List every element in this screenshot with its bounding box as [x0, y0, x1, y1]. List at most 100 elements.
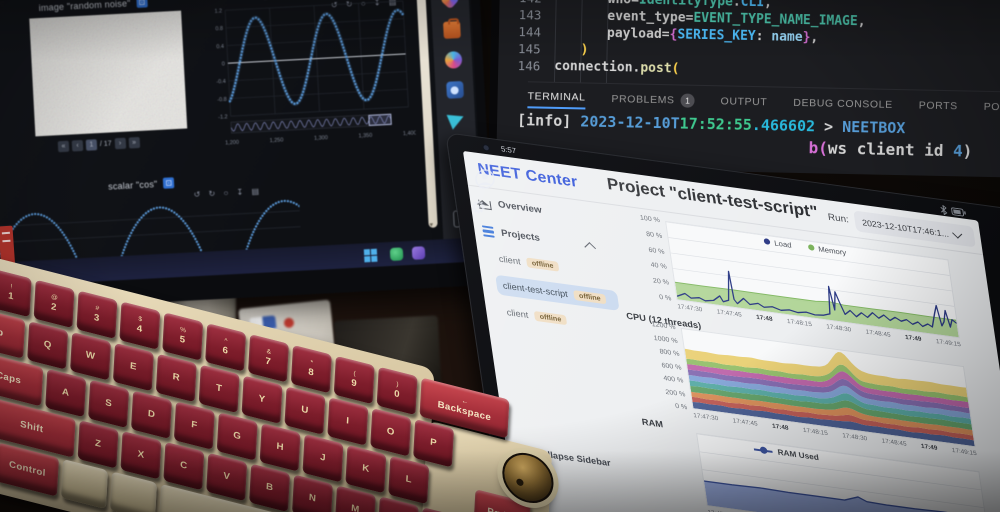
code-token: who= — [608, 0, 640, 8]
keyboard-key-u[interactable]: U — [284, 386, 326, 435]
keycap-legend: F — [190, 419, 198, 432]
taskbar-app-icon[interactable] — [411, 245, 426, 260]
next-page-button[interactable]: › — [114, 137, 126, 150]
x-tick-label: 17:48:30 — [841, 432, 868, 443]
battery-icon — [951, 207, 967, 217]
keyboard-key-t[interactable]: T — [198, 364, 240, 414]
x-tick-label: 17:48 — [755, 313, 774, 323]
taskbar-app-icon[interactable] — [389, 246, 404, 261]
keycap-legend: W — [85, 349, 96, 363]
keyboard-key-c[interactable]: C — [163, 441, 205, 491]
svg-text:1,350: 1,350 — [358, 133, 372, 140]
panel-tab-terminal[interactable]: TERMINAL — [527, 90, 586, 110]
keyboard-key-q[interactable]: Q — [27, 321, 69, 370]
project-list: client offline client-test-script offline cl… — [491, 248, 624, 345]
code-token: ) — [580, 42, 589, 58]
last-page-button[interactable]: » — [128, 136, 140, 149]
overview-chart — [665, 220, 960, 339]
panel-tab-output[interactable]: OUTPUT — [720, 95, 767, 112]
status-badge: offline — [525, 257, 560, 272]
briefcase-icon[interactable] — [442, 21, 461, 39]
keyboard-key-e[interactable]: E — [112, 342, 154, 392]
keycap-legend: O — [386, 425, 395, 439]
line-number: 145 — [517, 41, 541, 57]
sidebar-item-projects[interactable]: Projects — [481, 225, 541, 244]
x-tick-label: 17:48:15 — [786, 317, 813, 329]
panel-tab-ports[interactable]: PORTS — [919, 99, 958, 116]
svg-text:1,400: 1,400 — [403, 130, 416, 137]
expand-panel-icon[interactable]: ⊡ — [163, 177, 175, 189]
keyboard-key-d[interactable]: D — [131, 390, 172, 440]
keyboard-key-b[interactable]: B — [249, 463, 291, 512]
terminal-token: 17:52:55 — [679, 114, 753, 134]
y-tick-label: 80 % — [645, 230, 663, 240]
keyboard-key-v[interactable]: V — [206, 452, 248, 502]
keyboard-key-k[interactable]: K — [345, 444, 387, 494]
keycap-legend: 7 — [265, 355, 272, 368]
code-token: name — [771, 29, 803, 46]
keyboard-key-a[interactable]: A — [45, 368, 87, 418]
code-text: ) — [554, 42, 589, 58]
chart-toolbar[interactable]: ↺ ↻ ○ ↧ ▤ — [193, 186, 263, 200]
panel-tab-problems[interactable]: PROBLEMS 1 — [611, 92, 695, 112]
cos-line-chart — [0, 199, 302, 263]
keyboard-key-f[interactable]: F — [173, 401, 215, 450]
terminal-token: ws client id — [827, 138, 954, 161]
keycap-legend: L — [405, 473, 413, 486]
panel-tab-debug-console[interactable]: DEBUG CONSOLE — [793, 97, 893, 115]
tablet-camera — [482, 143, 491, 152]
keyboard-key-j[interactable]: J — [302, 434, 344, 483]
page-total-label: / 17 — [99, 140, 112, 149]
keyboard-key[interactable] — [109, 471, 158, 512]
keyboard-key-y[interactable]: Y — [241, 375, 283, 425]
svg-text:-0.4: -0.4 — [216, 79, 226, 85]
panel-tab-label: PROBLEMS — [611, 93, 675, 107]
keyboard-key-h[interactable]: H — [259, 423, 301, 472]
sidebar-item-overview[interactable]: Overview — [478, 196, 543, 217]
keyboard-key-g[interactable]: G — [216, 412, 258, 461]
load-legend-dot — [763, 238, 771, 245]
code-editor[interactable]: 142who=IdentityType.CLI,143event_type=EV… — [498, 0, 1000, 85]
designer-icon[interactable] — [439, 0, 460, 10]
keyboard-key-x[interactable]: X — [120, 431, 162, 480]
keyboard-key-o[interactable]: O — [370, 408, 412, 457]
tracker-app-screen: image "random noise" ⊡ « ‹ 1 / 17 › » — [0, 0, 485, 287]
first-page-button[interactable]: « — [57, 140, 70, 153]
panel-tab-polyglot-no[interactable]: POLYGLOT NO — [984, 101, 1000, 119]
y-tick-label: 60 % — [648, 246, 666, 256]
keycap-legend: N — [308, 492, 317, 505]
keyboard-key-w[interactable]: W — [70, 332, 111, 381]
keycap-legend: U — [300, 403, 309, 417]
terminal-token: b( — [808, 138, 829, 158]
gear-icon: ⚙ — [471, 198, 487, 217]
cos-panel-header: scalar "cos" ⊡ — [108, 177, 175, 191]
profile-icon — [474, 168, 496, 195]
send-icon[interactable] — [446, 109, 467, 130]
keyboard-key-n[interactable]: N — [292, 474, 333, 512]
keyboard-key-s[interactable]: S — [88, 379, 130, 429]
project-name: client-test-script — [502, 280, 569, 300]
camera-icon[interactable] — [445, 80, 464, 99]
keyboard-key-p[interactable]: P — [413, 419, 455, 468]
keyboard-key[interactable] — [60, 459, 109, 510]
keycap-legend: 6 — [222, 344, 229, 357]
copilot-icon[interactable] — [444, 51, 462, 69]
line-number: 144 — [518, 24, 542, 40]
code-token: , — [810, 30, 819, 46]
windows-start-icon[interactable] — [363, 248, 378, 262]
keycap-legend: Q — [43, 338, 52, 352]
keyboard-key-i[interactable]: I — [327, 397, 369, 446]
keyboard-key-l[interactable]: L — [388, 455, 430, 505]
cpu-y-axis: 1200 % 1000 % 800 % 600 % 400 % 200 % 0 % — [629, 318, 687, 411]
x-tick-label: 17:49 — [920, 442, 938, 452]
keyboard-key-r[interactable]: R — [155, 353, 197, 403]
expand-panel-icon[interactable]: ⊡ — [136, 0, 148, 8]
prev-page-button[interactable]: ‹ — [71, 139, 84, 152]
keycap-legend: S — [104, 397, 113, 410]
keycap-legend: 3 — [93, 312, 100, 325]
keyboard-key-z[interactable]: Z — [77, 420, 119, 469]
current-page-field[interactable]: 1 — [85, 139, 98, 151]
y-tick-label: 200 % — [664, 388, 686, 398]
chevron-up-icon[interactable] — [584, 242, 596, 254]
